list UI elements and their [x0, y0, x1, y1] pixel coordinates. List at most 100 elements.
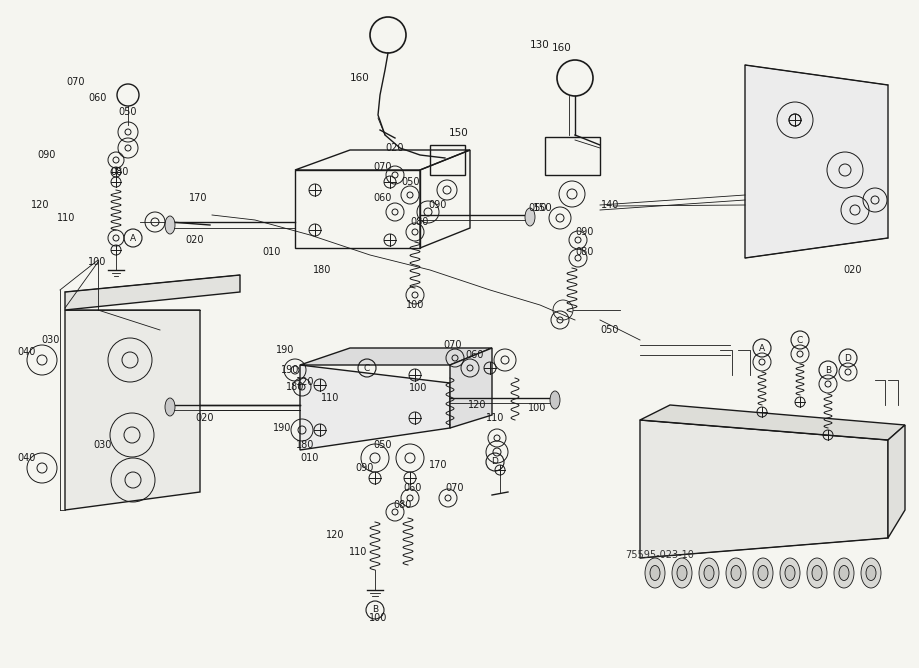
Text: 180: 180: [296, 440, 314, 450]
Ellipse shape: [811, 566, 821, 580]
Text: 070: 070: [443, 340, 461, 350]
Text: 170: 170: [428, 460, 447, 470]
Ellipse shape: [525, 208, 535, 226]
Ellipse shape: [784, 566, 794, 580]
Text: 030: 030: [41, 335, 60, 345]
Text: 050: 050: [373, 440, 391, 450]
Ellipse shape: [834, 558, 853, 588]
Text: 060: 060: [465, 350, 483, 360]
Ellipse shape: [550, 391, 560, 409]
Polygon shape: [640, 420, 887, 558]
Text: 080: 080: [575, 247, 594, 257]
Ellipse shape: [865, 566, 875, 580]
Polygon shape: [640, 405, 904, 440]
Ellipse shape: [671, 558, 691, 588]
Polygon shape: [887, 425, 904, 538]
Text: 030: 030: [94, 440, 112, 450]
Text: D: D: [491, 458, 498, 466]
Text: 120: 120: [325, 530, 344, 540]
Text: C: C: [364, 363, 369, 373]
Text: 110: 110: [57, 213, 75, 223]
Text: 190: 190: [280, 365, 299, 375]
Text: 050: 050: [600, 325, 618, 335]
Text: 100: 100: [87, 257, 106, 267]
Text: 190: 190: [273, 423, 291, 433]
Text: 120: 120: [295, 377, 314, 387]
Ellipse shape: [698, 558, 719, 588]
Text: 010: 010: [301, 453, 319, 463]
Text: 160: 160: [350, 73, 369, 83]
Text: 070: 070: [373, 162, 391, 172]
Ellipse shape: [644, 558, 664, 588]
Text: 050: 050: [528, 203, 547, 213]
Text: 100: 100: [528, 403, 546, 413]
Text: 090: 090: [356, 463, 374, 473]
Text: 100: 100: [405, 300, 424, 310]
Text: 180: 180: [286, 382, 304, 392]
Text: 060: 060: [373, 193, 391, 203]
Ellipse shape: [703, 566, 713, 580]
Ellipse shape: [860, 558, 880, 588]
Ellipse shape: [731, 566, 740, 580]
Text: C: C: [796, 335, 802, 345]
Text: 010: 010: [263, 247, 281, 257]
Text: A: A: [758, 343, 765, 353]
Text: 050: 050: [119, 107, 137, 117]
Bar: [429, 145, 464, 175]
Polygon shape: [65, 310, 199, 510]
Text: B: B: [824, 365, 830, 375]
Text: 040: 040: [17, 347, 36, 357]
Polygon shape: [300, 365, 449, 450]
Text: 120: 120: [30, 200, 50, 210]
Text: B: B: [371, 605, 378, 615]
Text: 050: 050: [402, 177, 420, 187]
Polygon shape: [65, 275, 240, 310]
Text: 160: 160: [551, 43, 572, 53]
Text: 090: 090: [38, 150, 56, 160]
Ellipse shape: [752, 558, 772, 588]
Text: 130: 130: [529, 40, 550, 50]
Ellipse shape: [806, 558, 826, 588]
Text: 090: 090: [575, 227, 594, 237]
Text: 110: 110: [348, 547, 367, 557]
Text: 110: 110: [485, 413, 504, 423]
Text: 190: 190: [276, 345, 294, 355]
Polygon shape: [449, 348, 492, 428]
Text: 100: 100: [408, 383, 426, 393]
Ellipse shape: [838, 566, 848, 580]
Text: 150: 150: [448, 128, 469, 138]
Text: 070: 070: [446, 483, 464, 493]
Text: 020: 020: [186, 235, 204, 245]
Ellipse shape: [779, 558, 800, 588]
Ellipse shape: [165, 398, 175, 416]
Text: 020: 020: [385, 143, 403, 153]
Polygon shape: [300, 348, 492, 365]
Text: D: D: [844, 353, 850, 363]
Text: 060: 060: [403, 483, 422, 493]
Text: 080: 080: [393, 500, 412, 510]
Text: 110: 110: [321, 393, 339, 403]
Text: 140: 140: [600, 200, 618, 210]
Ellipse shape: [165, 216, 175, 234]
Text: 150: 150: [532, 203, 552, 213]
Text: 100: 100: [369, 613, 387, 623]
Ellipse shape: [757, 566, 767, 580]
Text: 75595-023-10: 75595-023-10: [625, 550, 694, 560]
Bar: [544, 137, 599, 175]
Text: 020: 020: [843, 265, 861, 275]
Text: A: A: [130, 234, 136, 242]
Text: 080: 080: [110, 167, 129, 177]
Polygon shape: [744, 65, 887, 258]
Text: 120: 120: [467, 400, 486, 410]
Ellipse shape: [725, 558, 745, 588]
Ellipse shape: [650, 566, 659, 580]
Text: 020: 020: [196, 413, 214, 423]
Text: 060: 060: [89, 93, 108, 103]
Text: 170: 170: [188, 193, 207, 203]
Text: 080: 080: [411, 217, 429, 227]
Text: 070: 070: [67, 77, 85, 87]
Text: 040: 040: [17, 453, 36, 463]
Ellipse shape: [676, 566, 686, 580]
Text: 090: 090: [428, 200, 447, 210]
Text: 180: 180: [312, 265, 331, 275]
